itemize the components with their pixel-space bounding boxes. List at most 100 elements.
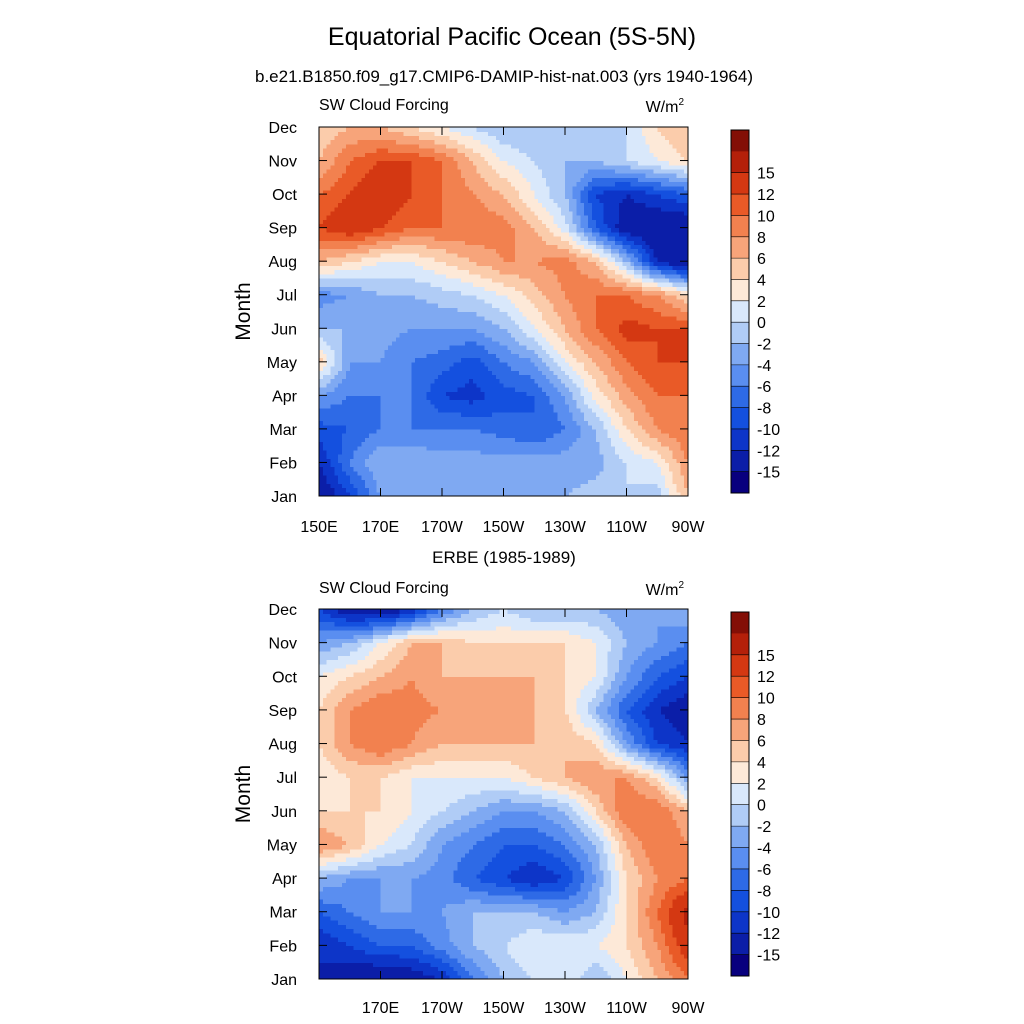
- heatmap-cell: [526, 479, 531, 485]
- heatmap-cell: [565, 487, 570, 493]
- heatmap-cell: [495, 345, 501, 350]
- heatmap-cell: [426, 382, 432, 388]
- heatmap-cell: [649, 349, 654, 355]
- heatmap-cell: [541, 428, 547, 434]
- heatmap-cell: [442, 340, 447, 346]
- heatmap-cell: [361, 286, 366, 292]
- heatmap-cell: [342, 332, 347, 338]
- heatmap-cell: [345, 298, 351, 304]
- heatmap-cell: [676, 294, 681, 300]
- heatmap-cell: [326, 395, 332, 401]
- heatmap-cell: [384, 407, 389, 413]
- heatmap-cell: [657, 491, 662, 497]
- heatmap-cell: [507, 298, 512, 304]
- heatmap-cell: [622, 374, 628, 380]
- heatmap-cell: [511, 370, 516, 375]
- heatmap-cell: [365, 399, 370, 405]
- heatmap-cell: [672, 315, 678, 321]
- heatmap-cell: [395, 412, 401, 417]
- heatmap-cell: [491, 353, 497, 359]
- heatmap-cell: [684, 424, 689, 430]
- heatmap-cell: [411, 475, 416, 480]
- heatmap-cell: [384, 449, 389, 455]
- heatmap-cell: [668, 307, 674, 313]
- heatmap-cell: [372, 487, 378, 493]
- heatmap-cell: [584, 336, 589, 342]
- heatmap-cell: [495, 441, 501, 447]
- heatmap-cell: [392, 382, 397, 388]
- heatmap-cell: [622, 290, 628, 296]
- heatmap-cell: [645, 286, 651, 292]
- heatmap-cell: [568, 370, 574, 375]
- heatmap-cell: [526, 374, 531, 380]
- heatmap-cell: [630, 307, 635, 313]
- heatmap-cell: [422, 458, 428, 464]
- heatmap-cell: [584, 437, 589, 443]
- heatmap-cell: [330, 345, 335, 350]
- heatmap-cell: [392, 370, 397, 375]
- heatmap-cell: [634, 290, 639, 296]
- heatmap-cell: [453, 458, 458, 464]
- heatmap-cell: [541, 491, 547, 497]
- heatmap-cell: [480, 324, 485, 329]
- heatmap-cell: [518, 395, 524, 401]
- heatmap-cell: [326, 399, 332, 405]
- heatmap-cell: [515, 454, 520, 459]
- heatmap-cell: [568, 433, 574, 438]
- heatmap-cell: [468, 357, 474, 363]
- heatmap-cell: [495, 470, 501, 476]
- heatmap-cell: [576, 303, 581, 308]
- heatmap-cell: [565, 277, 570, 283]
- heatmap-cell: [365, 470, 370, 476]
- heatmap-cell: [680, 386, 685, 392]
- heatmap-cell: [580, 454, 585, 459]
- heatmap-cell: [668, 483, 674, 489]
- heatmap-cell: [357, 395, 362, 401]
- heatmap-cell: [591, 290, 597, 296]
- heatmap-cell: [476, 361, 482, 367]
- heatmap-cell: [411, 458, 416, 464]
- heatmap-cell: [480, 424, 485, 430]
- heatmap-cell: [365, 466, 370, 472]
- heatmap-cell: [322, 307, 328, 313]
- heatmap-cell: [376, 357, 382, 363]
- heatmap-cell: [342, 391, 347, 396]
- heatmap-cell: [672, 449, 678, 455]
- heatmap-cell: [415, 311, 420, 317]
- heatmap-cell: [372, 328, 378, 334]
- heatmap-cell: [430, 378, 435, 384]
- heatmap-cell: [626, 445, 631, 451]
- heatmap-cell: [672, 491, 678, 497]
- heatmap-cell: [392, 294, 397, 300]
- heatmap-cell: [472, 370, 478, 375]
- heatmap-cell: [453, 491, 458, 497]
- heatmap-cell: [565, 424, 570, 430]
- heatmap-cell: [676, 391, 681, 396]
- heatmap-cell: [511, 332, 516, 338]
- heatmap-cell: [653, 386, 658, 392]
- heatmap-cell: [388, 403, 393, 409]
- heatmap-cell: [438, 420, 443, 426]
- heatmap-cell: [322, 340, 328, 346]
- heatmap-cell: [415, 437, 420, 443]
- heatmap-cell: [330, 395, 335, 401]
- heatmap-cell: [372, 491, 378, 497]
- heatmap-cell: [438, 311, 443, 317]
- heatmap-cell: [576, 277, 581, 283]
- heatmap-cell: [434, 458, 439, 464]
- heatmap-cell: [472, 311, 478, 317]
- heatmap-cell: [484, 315, 489, 321]
- heatmap-cell: [638, 307, 643, 313]
- heatmap-cell: [645, 349, 651, 355]
- heatmap-cell: [595, 286, 601, 292]
- heatmap-cell: [445, 286, 451, 292]
- heatmap-cell: [445, 336, 451, 342]
- heatmap-cell: [561, 491, 566, 497]
- heatmap-cell: [445, 386, 451, 392]
- heatmap-cell: [495, 399, 501, 405]
- heatmap-cell: [326, 445, 332, 451]
- heatmap-cell: [349, 294, 355, 300]
- heatmap-cell: [611, 286, 616, 292]
- heatmap-cell: [499, 340, 505, 346]
- heatmap-cell: [353, 382, 359, 388]
